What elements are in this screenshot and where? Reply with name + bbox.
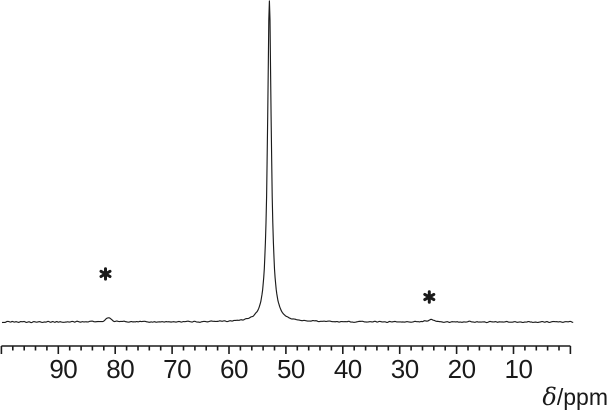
x-tick-label: 90	[49, 354, 77, 384]
x-tick-label: 10	[505, 354, 533, 384]
x-tick-label: 20	[448, 354, 476, 384]
spectrum-trace	[1, 0, 574, 324]
sideband-asterisk	[423, 290, 436, 304]
x-tick-label: 60	[220, 354, 248, 384]
x-axis	[0, 345, 572, 354]
x-axis-label: δ/ppm	[542, 383, 608, 411]
x-tick-label: 40	[334, 354, 362, 384]
x-tick-label: 50	[277, 354, 305, 384]
sideband-asterisk	[99, 267, 112, 281]
x-axis-label-delta: δ	[542, 383, 557, 411]
x-axis-label-units: /ppm	[556, 384, 608, 410]
x-tick-label: 70	[163, 354, 191, 384]
x-tick-label: 30	[391, 354, 419, 384]
x-tick-label: 80	[106, 354, 134, 384]
